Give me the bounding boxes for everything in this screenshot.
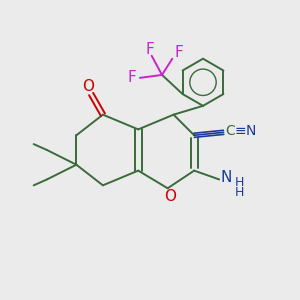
Text: ≡: ≡ [235, 124, 246, 138]
Text: H: H [235, 186, 244, 199]
Text: H: H [235, 176, 244, 189]
Text: F: F [174, 45, 183, 60]
Text: O: O [82, 79, 94, 94]
Text: O: O [164, 189, 176, 204]
Text: N: N [245, 124, 256, 138]
Text: N: N [221, 170, 232, 185]
Text: F: F [127, 70, 136, 86]
Text: C: C [225, 124, 235, 138]
Text: F: F [146, 42, 154, 57]
